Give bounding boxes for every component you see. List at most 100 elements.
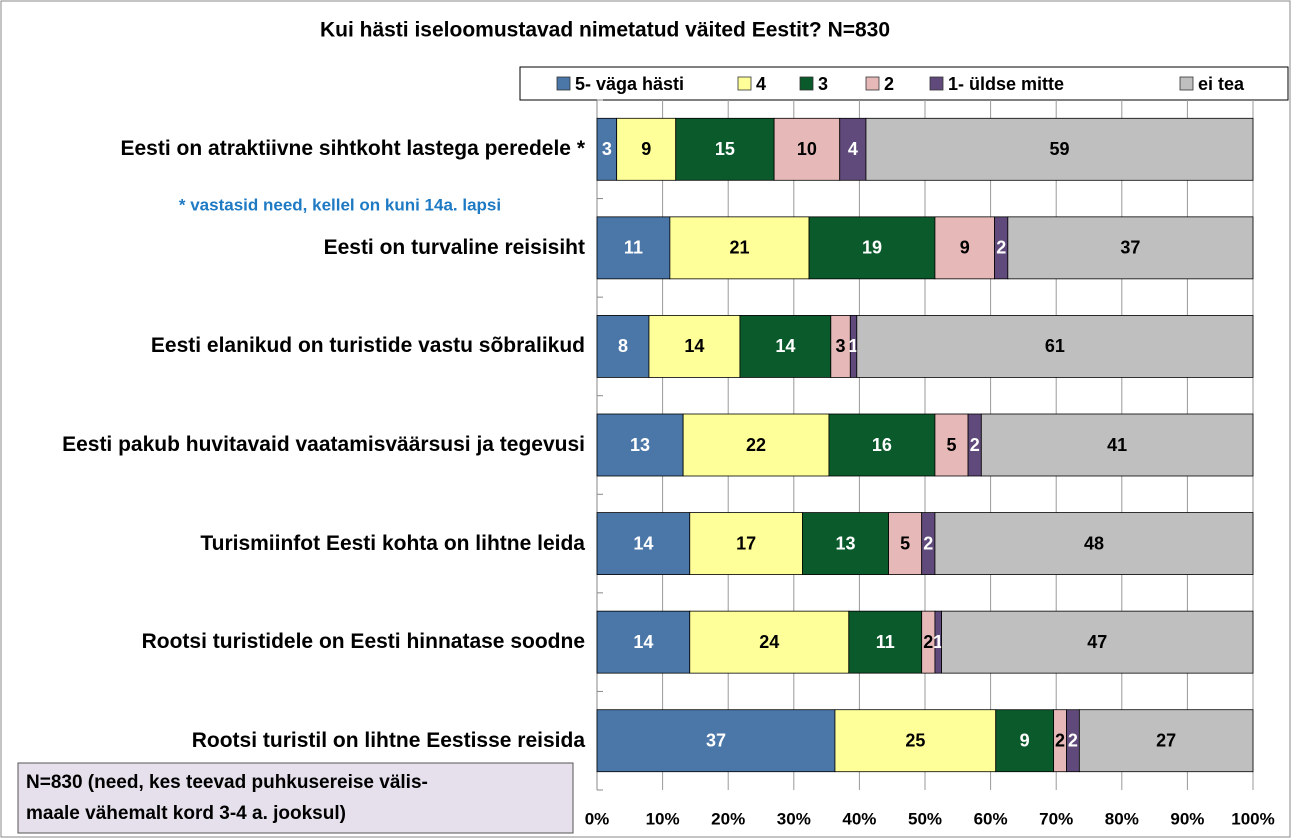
data-label: 14 <box>633 533 653 553</box>
data-label: 27 <box>1156 730 1176 750</box>
data-label: 47 <box>1087 632 1107 652</box>
legend-label: 2 <box>884 74 894 94</box>
x-tick-label: 50% <box>908 809 942 828</box>
bar-segment <box>773 117 841 181</box>
data-label: 10 <box>797 139 817 159</box>
bar-segment <box>739 315 832 378</box>
data-label: 1 <box>849 336 859 356</box>
bar-segment <box>1078 709 1254 773</box>
x-tick-label: 20% <box>711 809 745 828</box>
bar-segment <box>669 216 810 280</box>
bar-segment <box>934 512 1254 575</box>
data-label: 2 <box>923 632 933 652</box>
bar-segment <box>1007 216 1254 280</box>
bar-segment <box>596 216 671 280</box>
bar-segment <box>856 315 1254 378</box>
bar-segment <box>865 117 1254 181</box>
data-label: 13 <box>835 533 855 553</box>
bar-segment <box>802 512 889 575</box>
bar-segment <box>980 413 1254 477</box>
legend-swatch <box>737 76 752 91</box>
data-label: 8 <box>618 336 628 356</box>
legend-swatch <box>1179 76 1194 91</box>
data-label: 22 <box>746 435 766 455</box>
y-tick-label: Rootsi turistil on lihtne Eestisse reisi… <box>191 728 585 752</box>
data-label: 37 <box>1120 238 1140 258</box>
bar-segment <box>596 413 684 477</box>
data-label: 2 <box>970 435 980 455</box>
x-tick-label: 70% <box>1039 809 1073 828</box>
data-label: 9 <box>1020 730 1030 750</box>
x-tick-label: 60% <box>974 809 1008 828</box>
x-tick-label: 80% <box>1105 809 1139 828</box>
legend-label: 4 <box>756 74 766 94</box>
x-tick-label: 30% <box>777 809 811 828</box>
data-label: 9 <box>641 139 651 159</box>
x-tick-label: 10% <box>646 809 680 828</box>
data-label: 19 <box>862 238 882 258</box>
data-label: 15 <box>715 139 735 159</box>
legend-label: 3 <box>818 74 828 94</box>
bar-segment <box>934 216 995 280</box>
data-label: 5 <box>946 435 956 455</box>
data-label: 11 <box>876 632 895 652</box>
data-label: 24 <box>759 632 779 652</box>
bar-segment <box>596 709 836 773</box>
data-label: 13 <box>630 435 650 455</box>
data-label: 59 <box>1049 139 1069 159</box>
bar-segment <box>648 315 741 378</box>
data-label: 3 <box>602 139 612 159</box>
bar-segment <box>941 610 1254 674</box>
data-label: 11 <box>624 238 643 258</box>
x-tick-label: 0% <box>585 809 610 828</box>
bar-segment <box>689 610 850 674</box>
bar-segment <box>682 413 830 477</box>
note-box <box>17 762 574 834</box>
legend-label: ei tea <box>1198 74 1245 94</box>
y-tick-label: Eesti pakub huvitavaid vaatamisväärsusi … <box>62 433 585 456</box>
legend-box <box>519 66 1289 101</box>
data-label: 2 <box>923 533 933 553</box>
data-label: 3 <box>836 336 846 356</box>
bar-segment <box>596 512 691 575</box>
data-label: 9 <box>960 238 970 258</box>
y-tick-label: Eesti on turvaline reisisiht <box>323 235 585 259</box>
note-line: N=830 (need, kes teevad puhkusereise väl… <box>26 772 428 793</box>
data-label: 17 <box>736 533 756 553</box>
y-tick-label: Turismiinfot Eesti kohta on lihtne leida <box>200 531 585 555</box>
legend-swatch <box>865 76 880 91</box>
data-label: 21 <box>729 238 749 258</box>
x-tick-label: 90% <box>1170 809 1204 828</box>
legend-label: 5- väga hästi <box>575 74 684 94</box>
bar-segment <box>848 610 923 674</box>
data-label: 5 <box>900 533 910 553</box>
data-label: 14 <box>775 336 795 356</box>
bar-segment <box>675 117 775 181</box>
footnote: * vastasid need, kellel on kuni 14a. lap… <box>179 195 501 214</box>
data-label: 16 <box>872 435 892 455</box>
bar-segment <box>596 315 650 378</box>
bar-segment <box>839 117 867 181</box>
data-label: 37 <box>706 730 726 750</box>
bar-segment <box>808 216 936 280</box>
legend-label: 1- üldse mitte <box>948 74 1064 94</box>
data-label: 2 <box>996 238 1006 258</box>
x-tick-label: 40% <box>842 809 876 828</box>
bar-segment <box>596 610 691 674</box>
data-label: 4 <box>848 139 858 159</box>
y-tick-label: Eesti elanikud on turistide vastu sõbral… <box>150 334 585 358</box>
bar-segment <box>888 512 923 575</box>
data-label: 14 <box>633 632 653 652</box>
bar-segment <box>934 413 969 477</box>
bar-segment <box>616 117 677 181</box>
bar-segment <box>828 413 936 477</box>
data-label: 2 <box>1055 730 1065 750</box>
bar-segment <box>689 512 803 575</box>
chart-title: Kui hästi iseloomustavad nimetatud väite… <box>320 19 890 42</box>
data-label: 48 <box>1084 533 1104 553</box>
data-label: 1 <box>933 632 943 652</box>
data-label: 14 <box>684 336 704 356</box>
x-tick-label: 100% <box>1231 809 1274 828</box>
data-label: 2 <box>1068 730 1078 750</box>
